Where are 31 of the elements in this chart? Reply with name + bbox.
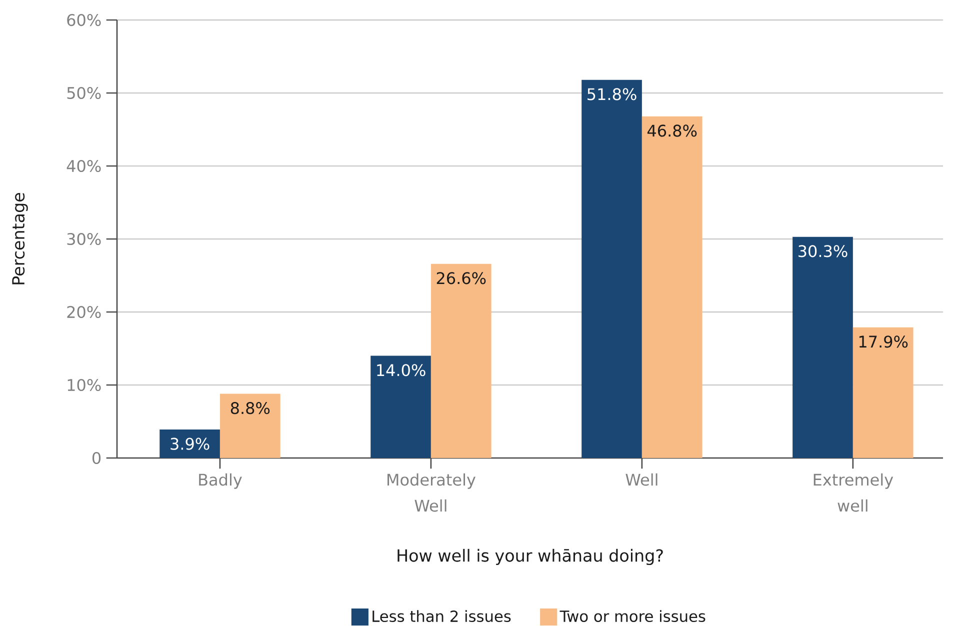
x-tick-label: Well — [626, 473, 658, 486]
y-tick-label: 50% — [67, 86, 101, 100]
bar — [220, 394, 280, 458]
y-tick-label: 20% — [67, 306, 101, 318]
data-label: 14.0% — [377, 364, 426, 376]
data-label: 51.8% — [588, 88, 636, 100]
data-label: 3.9% — [170, 438, 210, 450]
bar — [582, 80, 642, 458]
bar — [792, 236, 853, 458]
legend-label: Two or more issues — [560, 610, 706, 622]
y-tick-label: 30% — [67, 232, 101, 246]
data-label: 17.9% — [859, 336, 908, 348]
data-label: 30.3% — [798, 245, 848, 258]
y-tick-label: 10% — [68, 378, 101, 392]
x-tick-label: Extremely well — [814, 473, 894, 512]
bar — [642, 116, 702, 458]
bar — [430, 264, 492, 458]
bar — [370, 356, 431, 458]
x-tick-label: Badly — [199, 473, 242, 489]
legend-label: Less than 2 issues — [372, 610, 511, 622]
bar — [160, 430, 220, 458]
y-tick-label: 60% — [67, 14, 101, 26]
data-label: 8.8% — [230, 402, 270, 414]
y-tick-label: 0 — [92, 452, 101, 464]
data-label: 26.6% — [436, 272, 486, 284]
x-tick-label: Moderately Well — [388, 473, 476, 512]
x-axis-title: How well is your whānau doing? — [398, 548, 663, 566]
y-axis-title: Percentage — [12, 193, 28, 284]
data-label: 46.8% — [647, 124, 697, 137]
bar — [852, 327, 914, 458]
y-tick-label: 40% — [66, 160, 101, 172]
